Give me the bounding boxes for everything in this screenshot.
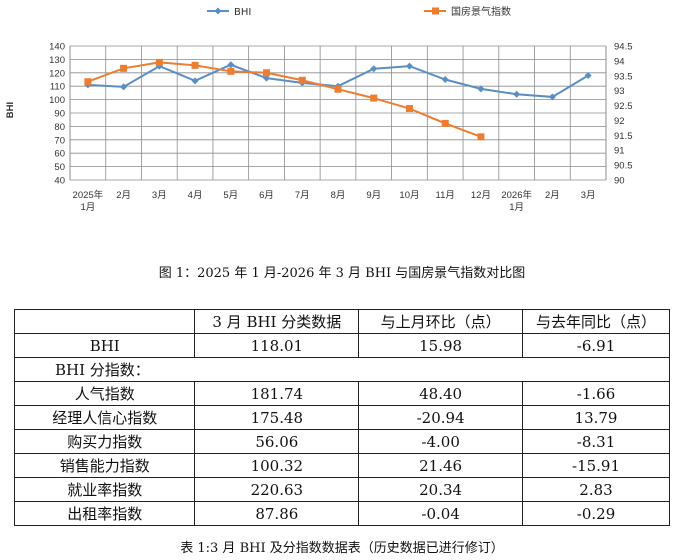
table-cell: -0.29 (522, 501, 670, 526)
table-cell: 100.32 (194, 453, 360, 478)
table-cell: 2.83 (522, 477, 670, 502)
svg-text:94.5: 94.5 (614, 42, 633, 53)
table-cell: 13.79 (522, 405, 670, 430)
svg-text:9月: 9月 (366, 190, 381, 201)
chart-grid (69, 45, 607, 181)
svg-text:2025年: 2025年 (73, 189, 104, 201)
table-header-row: 3 月 BHI 分类数据 与上月环比（点） 与去年同比（点） (13, 309, 670, 334)
table-cell: 经理人信心指数 (13, 405, 196, 430)
table-header-cell (13, 309, 196, 334)
svg-text:93.5: 93.5 (614, 71, 633, 82)
table-cell: 21.46 (358, 453, 524, 478)
svg-text:2月: 2月 (545, 190, 560, 201)
svg-text:70: 70 (54, 135, 65, 146)
y-axis-title: BHI (5, 102, 16, 118)
svg-text:120: 120 (49, 68, 65, 79)
svg-text:11月: 11月 (436, 190, 455, 201)
svg-text:10月: 10月 (399, 190, 419, 201)
table-row-bhi: BHI 118.01 15.98 -6.91 (13, 333, 670, 358)
svg-text:BHI: BHI (234, 7, 251, 18)
table-row: 购买力指数 56.06 -4.00 -8.31 (13, 429, 670, 454)
svg-text:94: 94 (614, 56, 625, 67)
svg-text:1月: 1月 (80, 202, 95, 213)
table-cell: 15.98 (358, 333, 524, 358)
svg-text:50: 50 (54, 162, 65, 173)
table-cell: -0.04 (358, 501, 524, 526)
svg-text:100: 100 (49, 95, 65, 106)
table-header-cell: 与上月环比（点） (358, 309, 524, 334)
svg-text:3月: 3月 (152, 190, 167, 201)
table-cell: -1.66 (522, 381, 670, 406)
table-row: 人气指数 181.74 48.40 -1.66 (13, 381, 670, 406)
svg-text:7月: 7月 (295, 190, 310, 201)
table-row: 销售能力指数 100.32 21.46 -15.91 (13, 453, 670, 478)
svg-text:3月: 3月 (581, 190, 596, 201)
table-header-cell: 3 月 BHI 分类数据 (194, 309, 360, 334)
svg-text:91: 91 (614, 146, 625, 157)
table-cell: 118.01 (194, 333, 360, 358)
svg-text:8月: 8月 (331, 190, 346, 201)
svg-text:2月: 2月 (116, 190, 131, 201)
table-cell: 人气指数 (13, 381, 196, 406)
table-cell: -15.91 (522, 453, 670, 478)
table-row: 经理人信心指数 175.48 -20.94 13.79 (13, 405, 670, 430)
table-section-row: BHI 分指数： (14, 357, 670, 382)
table-row: 就业率指数 220.63 20.34 2.83 (13, 477, 670, 502)
table-cell: 175.48 (194, 405, 360, 430)
table-caption: 表 1:3 月 BHI 及分指数数据表（历史数据已进行修订） (180, 541, 504, 556)
svg-text:90: 90 (54, 109, 65, 120)
table-cell: 48.40 (358, 381, 524, 406)
svg-text:130: 130 (49, 55, 65, 66)
table-cell: -20.94 (358, 405, 524, 430)
svg-text:6月: 6月 (259, 190, 274, 201)
svg-text:1月: 1月 (509, 202, 524, 213)
table-cell: 销售能力指数 (13, 453, 196, 478)
chart-series (84, 58, 592, 141)
table-cell: BHI (13, 333, 196, 358)
table-cell: 220.63 (194, 477, 360, 502)
svg-text:12月: 12月 (471, 190, 491, 201)
chart-legend: BHI 国房景气指数 (207, 5, 511, 18)
y-axis-right: 90 90.5 91 91.5 92 92.5 93 93.5 94 94.5 (614, 42, 633, 187)
table-header-cell: 与去年同比（点） (522, 309, 670, 334)
table-cell: -4.00 (358, 429, 524, 454)
svg-text:93: 93 (614, 86, 625, 97)
svg-text:40: 40 (54, 176, 65, 187)
y-axis-left: 40 50 60 70 80 90 100 110 120 130 140 (49, 42, 65, 187)
table-cell: 87.86 (194, 501, 360, 526)
bhi-data-table: 3 月 BHI 分类数据 与上月环比（点） 与去年同比（点） BHI 118.0… (13, 309, 670, 526)
table-row: 出租率指数 87.86 -0.04 -0.29 (13, 501, 670, 526)
table-cell: 出租率指数 (13, 501, 196, 526)
table-cell: -6.91 (522, 333, 670, 358)
svg-text:90.5: 90.5 (614, 161, 633, 172)
svg-text:5月: 5月 (223, 190, 238, 201)
table-cell: 就业率指数 (13, 477, 196, 502)
svg-text:91.5: 91.5 (614, 131, 633, 142)
svg-text:60: 60 (54, 149, 65, 160)
table-cell: 20.34 (358, 477, 524, 502)
svg-text:140: 140 (49, 42, 65, 53)
svg-text:92: 92 (614, 116, 625, 127)
table-cell: -8.31 (522, 429, 670, 454)
svg-text:4月: 4月 (188, 190, 203, 201)
bhi-comparison-chart: BHI 国房景气指数 40 50 60 70 80 90 100 110 120 130 140 90… (5, 5, 633, 213)
svg-text:90: 90 (614, 176, 625, 187)
svg-text:国房景气指数: 国房景气指数 (451, 5, 511, 18)
table-cell: 181.74 (194, 381, 360, 406)
section-label: BHI 分指数： (14, 357, 670, 382)
table-cell: 购买力指数 (13, 429, 196, 454)
svg-text:92.5: 92.5 (614, 101, 633, 112)
figure-caption: 图 1：2025 年 1 月-2026 年 3 月 BHI 与国房景气指数对比图 (158, 266, 526, 281)
svg-text:80: 80 (54, 122, 65, 133)
table-cell: 56.06 (194, 429, 360, 454)
svg-text:2026年: 2026年 (501, 189, 532, 201)
svg-text:110: 110 (50, 82, 65, 93)
